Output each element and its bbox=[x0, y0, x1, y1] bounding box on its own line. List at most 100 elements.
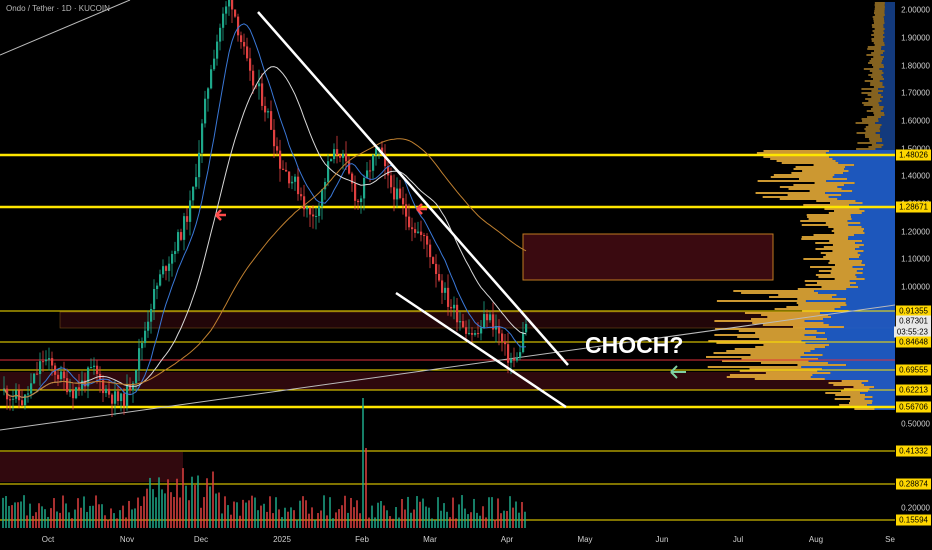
candle-body bbox=[372, 155, 375, 171]
volume-profile-bar bbox=[854, 164, 895, 166]
time-tick-label: 2025 bbox=[273, 535, 291, 544]
candle-body bbox=[201, 123, 204, 153]
volume-profile-bar bbox=[849, 204, 895, 206]
volume-profile-bar bbox=[862, 240, 895, 242]
volume-bar bbox=[488, 497, 490, 528]
volume-bar bbox=[494, 519, 496, 528]
volume-profile-bar bbox=[874, 8, 885, 10]
volume-profile-bar bbox=[739, 370, 818, 372]
volume-bar bbox=[14, 502, 16, 528]
volume-bar bbox=[41, 506, 43, 528]
volume-bar bbox=[290, 507, 292, 528]
candle-body bbox=[507, 344, 510, 363]
price-axis[interactable]: 2.00000 1.90000 1.80000 1.70000 1.60000 1.500… bbox=[892, 0, 932, 530]
volume-profile-bar bbox=[802, 170, 849, 172]
volume-profile-bar bbox=[820, 252, 858, 254]
volume-profile-bar bbox=[832, 176, 895, 178]
volume-bar bbox=[458, 504, 460, 528]
volume-profile-bar bbox=[880, 130, 895, 132]
trendline-grey bbox=[0, 0, 131, 56]
volume-profile-bar bbox=[875, 132, 895, 134]
volume-profile-bar bbox=[844, 168, 895, 170]
volume-bar bbox=[185, 485, 187, 528]
volume-profile-bar bbox=[815, 242, 856, 244]
price-tick-label: 1.10000 bbox=[901, 254, 930, 264]
volume-profile-bar bbox=[871, 90, 884, 92]
volume-profile-bar bbox=[882, 70, 895, 72]
volume-profile-bar bbox=[848, 236, 895, 238]
volume-profile-bar bbox=[873, 78, 885, 80]
volume-profile-bar bbox=[774, 308, 835, 310]
volume-profile-bar bbox=[865, 98, 881, 100]
volume-bar bbox=[395, 507, 397, 528]
volume-bar bbox=[110, 508, 112, 528]
volume-profile-bar bbox=[872, 30, 884, 32]
volume-profile-bar bbox=[846, 298, 895, 300]
candle-body bbox=[204, 98, 207, 124]
volume-profile-bar bbox=[873, 32, 885, 34]
candle-body bbox=[111, 394, 114, 404]
volume-bar bbox=[2, 497, 4, 528]
price-level-label: 0.56706 bbox=[896, 401, 931, 413]
candle-body bbox=[480, 327, 483, 334]
volume-profile-bar bbox=[765, 372, 831, 374]
volume-profile-bar bbox=[841, 188, 895, 190]
volume-profile-bar bbox=[884, 2, 895, 4]
candle-body bbox=[186, 216, 189, 222]
volume-bar bbox=[446, 511, 448, 528]
volume-profile-bar bbox=[846, 178, 895, 180]
volume-profile-bar bbox=[744, 312, 820, 314]
candle-body bbox=[312, 214, 315, 217]
volume-bar bbox=[74, 509, 76, 528]
price-tick-label: 1.50000 bbox=[901, 145, 930, 154]
volume-bar bbox=[161, 489, 163, 528]
volume-profile-bar bbox=[804, 320, 895, 322]
volume-profile-bar bbox=[741, 358, 819, 360]
volume-profile-bar bbox=[883, 90, 895, 92]
volume-profile-bar bbox=[881, 48, 895, 50]
volume-profile-bar bbox=[801, 224, 849, 226]
volume-bar bbox=[224, 496, 226, 528]
candle-body bbox=[117, 391, 120, 402]
candle-body bbox=[48, 358, 51, 360]
time-axis[interactable]: Oct Nov Dec 2025 Feb Mar Apr May Jun Jul Aug Se bbox=[0, 532, 895, 550]
volume-bar bbox=[191, 476, 193, 528]
volume-profile-bar bbox=[873, 50, 885, 52]
supply-zone-box bbox=[522, 233, 774, 281]
volume-profile-bar bbox=[815, 248, 856, 250]
volume-bar bbox=[440, 510, 442, 528]
volume-profile-bar bbox=[855, 122, 876, 124]
candle-body bbox=[276, 146, 279, 151]
candle-body bbox=[315, 215, 318, 217]
demand-zone bbox=[0, 372, 895, 390]
candle-body bbox=[300, 194, 303, 197]
candle-body bbox=[435, 263, 438, 275]
candle-body bbox=[342, 153, 345, 158]
volume-profile-bar bbox=[883, 40, 895, 42]
volume-profile-bar bbox=[825, 192, 895, 194]
candle-body bbox=[384, 154, 387, 167]
volume-profile-bar bbox=[829, 344, 895, 346]
volume-profile-bar bbox=[856, 276, 895, 278]
volume-profile-bar bbox=[828, 226, 862, 228]
volume-profile-bar bbox=[840, 390, 868, 392]
choch-annotation: CHOCH? bbox=[585, 332, 684, 358]
candle-body bbox=[369, 170, 372, 172]
candle-body bbox=[246, 46, 249, 59]
volume-profile-bar bbox=[752, 322, 824, 324]
candle-body bbox=[438, 274, 441, 281]
volume-profile-bar bbox=[868, 124, 882, 126]
volume-profile-bar bbox=[883, 38, 895, 40]
volume-bar bbox=[332, 518, 334, 528]
candle-body bbox=[189, 200, 192, 222]
volume-profile-bar bbox=[828, 196, 895, 198]
candle-body bbox=[447, 287, 450, 307]
volume-profile-bar bbox=[823, 322, 895, 324]
volume-profile-bar bbox=[832, 296, 895, 298]
volume-bar bbox=[179, 497, 181, 528]
volume-bar bbox=[104, 515, 106, 528]
volume-profile-bar bbox=[875, 122, 895, 124]
volume-profile-bar bbox=[880, 54, 895, 56]
